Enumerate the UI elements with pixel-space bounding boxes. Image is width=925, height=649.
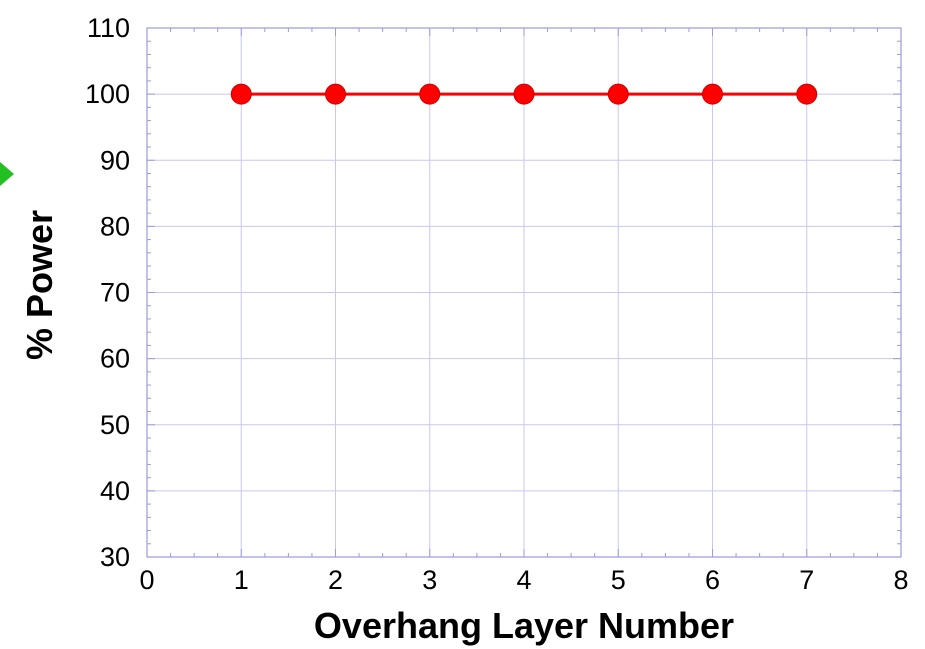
- x-tick-label: 0: [139, 565, 154, 595]
- x-tick-label: 3: [422, 565, 437, 595]
- x-tick-label: 8: [893, 565, 908, 595]
- plot-frame: [146, 27, 902, 558]
- x-tick-label: 1: [234, 565, 249, 595]
- y-tick-label: 110: [87, 13, 130, 43]
- y-tick-label: 90: [100, 145, 130, 175]
- green-arrow-icon: [0, 162, 14, 186]
- y-axis-title: % Power: [19, 210, 60, 360]
- series: [230, 83, 818, 105]
- y-tick-label: 30: [100, 542, 130, 572]
- data-point: [419, 83, 441, 105]
- x-tick-label: 4: [516, 565, 531, 595]
- y-tick-label: 50: [100, 410, 130, 440]
- data-point: [607, 83, 629, 105]
- y-tick-label: 40: [100, 476, 130, 506]
- x-tick-label: 5: [611, 565, 626, 595]
- y-tick-labels: 30 40 50 60 70 80 90 100 110: [85, 13, 130, 572]
- data-point: [796, 83, 818, 105]
- y-tick-label: 80: [100, 211, 130, 241]
- x-tick-label: 7: [799, 565, 814, 595]
- x-tick-label: 6: [705, 565, 720, 595]
- data-point: [513, 83, 535, 105]
- data-point: [325, 83, 346, 105]
- x-tick-label: 2: [328, 565, 343, 595]
- y-tick-label: 60: [100, 344, 130, 374]
- y-tick-label: 70: [100, 278, 130, 308]
- y-tick-label: 100: [85, 79, 130, 109]
- data-point: [702, 83, 723, 105]
- x-tick-labels: 0 1 2 3 4 5 6 7 8: [139, 565, 908, 595]
- x-axis-title: Overhang Layer Number: [314, 605, 734, 646]
- minor-ticks: [146, 27, 902, 558]
- data-point: [230, 83, 252, 105]
